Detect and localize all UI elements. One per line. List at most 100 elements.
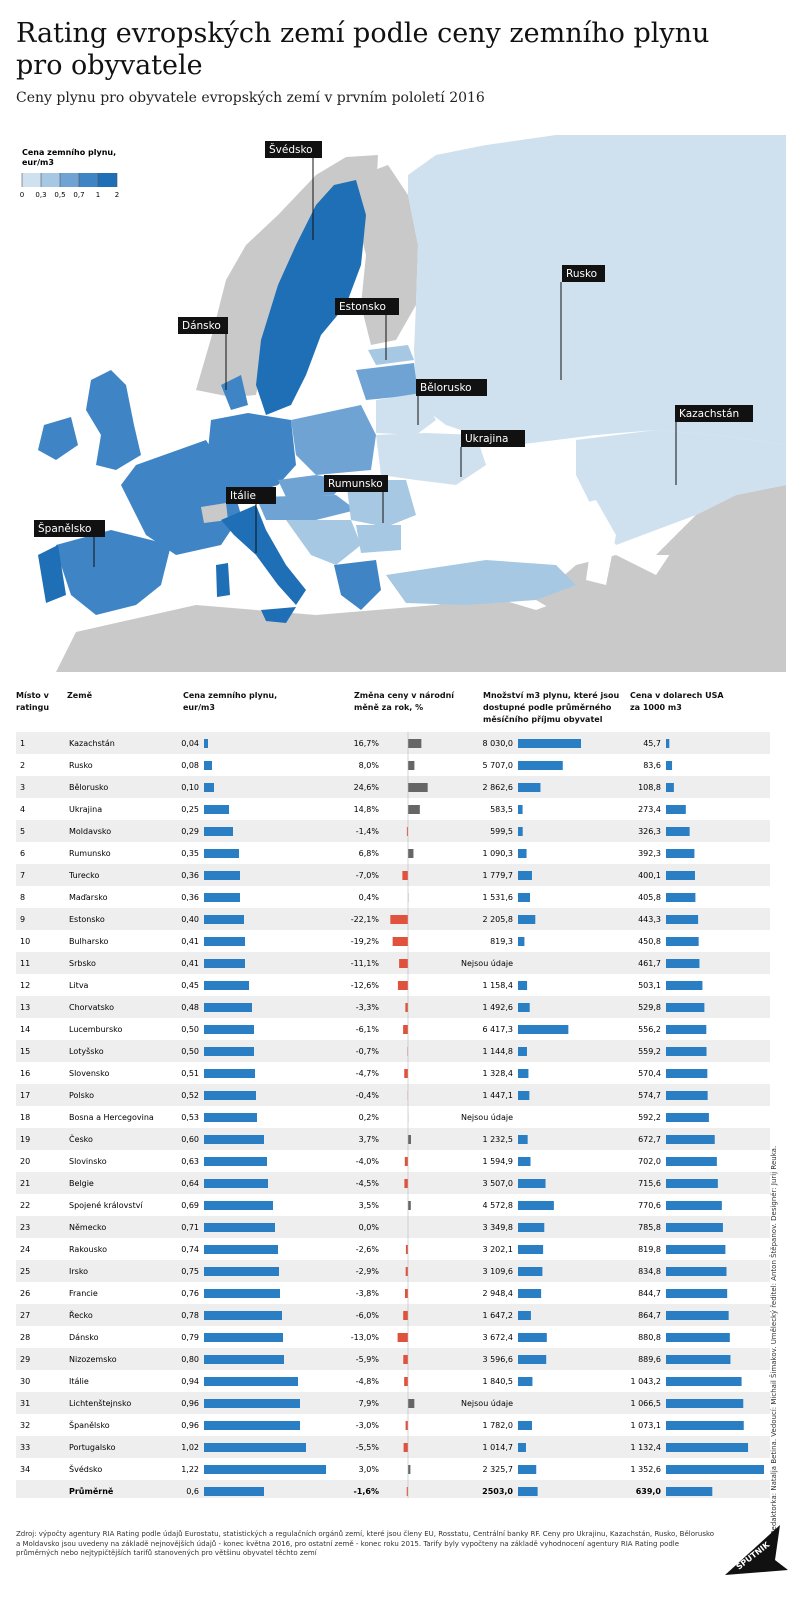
volume-label: 1 328,4: [482, 1069, 513, 1078]
usd-label: 326,3: [638, 827, 661, 836]
map-label-box: [265, 141, 322, 158]
table-row: 12 Litva 0,45 -12,6% 1 158,4 503,1: [20, 981, 703, 990]
change-label: -7,0%: [356, 871, 380, 880]
price-label: 0,48: [181, 1003, 199, 1012]
change-bar: [408, 1135, 411, 1144]
price-bar: [204, 1443, 306, 1452]
volume-bar: [518, 937, 525, 946]
row-stripe: [16, 776, 770, 798]
country-cell: Srbsko: [69, 959, 96, 968]
rank-cell: 1: [20, 739, 25, 748]
price-label: 0,71: [181, 1223, 199, 1232]
change-label: -6,1%: [356, 1025, 380, 1034]
volume-bar: [518, 1267, 543, 1276]
country-cell: Spojené království: [69, 1200, 143, 1210]
volume-bar: [518, 1179, 546, 1188]
rank-cell: 30: [20, 1377, 30, 1386]
country-cell: Slovensko: [69, 1069, 109, 1078]
volume-label: 3 109,6: [482, 1267, 513, 1276]
volume-bar: [518, 1157, 531, 1166]
volume-label: 819,3: [490, 937, 513, 946]
change-label: 7,9%: [359, 1399, 380, 1408]
map-label-box: [324, 475, 388, 492]
country-cell: Ukrajina: [69, 805, 102, 814]
row-stripe: [16, 1304, 770, 1326]
usd-label: 273,4: [638, 805, 661, 814]
usd-label: 559,2: [638, 1047, 661, 1056]
price-label: 0,10: [181, 783, 199, 792]
country-cell: Švédsko: [69, 1463, 102, 1474]
usd-label: 592,2: [638, 1113, 661, 1122]
row-stripe: [16, 1084, 770, 1106]
legend-swatch: [60, 173, 79, 187]
price-bar: [204, 1091, 256, 1100]
sardinia-region: [216, 563, 230, 597]
volume-bar: [518, 783, 541, 792]
map-label-box: [461, 430, 525, 447]
volume-label: 3 202,1: [482, 1245, 513, 1254]
usd-label: 1 073,1: [630, 1421, 661, 1430]
price-bar: [204, 959, 245, 968]
change-bar: [406, 1487, 408, 1496]
usd-label: 639,0: [636, 1487, 662, 1496]
legend-swatch: [41, 173, 60, 187]
usd-bar: [666, 1289, 728, 1298]
price-label: 1,22: [181, 1465, 199, 1474]
price-bar: [204, 937, 245, 946]
price-label: 0,64: [181, 1179, 199, 1188]
country-cell: Estonsko: [69, 915, 105, 924]
table-row: 20 Slovinsko 0,63 -4,0% 1 594,9 702,0: [20, 1157, 717, 1166]
usd-bar: [666, 849, 695, 858]
change-bar: [403, 1311, 408, 1320]
price-label: 0,79: [181, 1333, 199, 1342]
change-label: -0,7%: [356, 1047, 380, 1056]
price-bar: [204, 1025, 254, 1034]
table-row: 25 Irsko 0,75 -2,9% 3 109,6 834,8: [16, 1260, 770, 1282]
usd-label: 889,6: [638, 1355, 661, 1364]
change-label: -2,9%: [356, 1267, 380, 1276]
map-label: Kazachstán: [679, 408, 739, 420]
black-sea: [416, 510, 536, 560]
usd-label: 556,2: [638, 1025, 661, 1034]
table-row: 15 Lotyšsko 0,50 -0,7% 1 144,8 559,2: [16, 1040, 770, 1062]
volume-label: 6 417,3: [482, 1025, 513, 1034]
price-bar: [204, 1135, 264, 1144]
country-cell: Kazachstán: [69, 739, 115, 748]
change-label: 6,8%: [359, 849, 380, 858]
usd-bar: [666, 1399, 744, 1408]
usd-bar: [666, 1223, 723, 1232]
country-cell: Turecko: [68, 871, 100, 880]
change-bar: [405, 1245, 408, 1254]
rank-cell: 31: [20, 1399, 30, 1408]
legend-tick-label: 0,5: [54, 191, 65, 199]
price-bar: [204, 805, 229, 814]
volume-label: 1 014,7: [482, 1443, 513, 1452]
change-bar: [404, 1069, 408, 1078]
change-bar: [397, 1333, 408, 1342]
usd-bar: [666, 1135, 715, 1144]
price-label: 0,75: [181, 1267, 199, 1276]
change-bar: [404, 1289, 408, 1298]
change-bar: [397, 981, 408, 990]
volume-label: 2 325,7: [482, 1465, 513, 1474]
estonia-region: [368, 345, 414, 365]
usd-bar: [666, 959, 700, 968]
volume-bar: [518, 1245, 544, 1254]
rank-cell: 12: [20, 981, 30, 990]
price-bar: [204, 981, 249, 990]
price-label: 0,50: [181, 1025, 199, 1034]
volume-bar: [518, 915, 536, 924]
usd-label: 83,6: [643, 761, 661, 770]
change-bar: [408, 805, 420, 814]
rank-cell: 32: [20, 1421, 30, 1430]
table-row: 19 Česko 0,60 3,7% 1 232,5 672,7: [16, 1128, 770, 1150]
change-label: -12,6%: [351, 981, 380, 990]
header-rank: Místo v ratingu: [16, 691, 50, 712]
usd-label: 108,8: [638, 783, 661, 792]
row-stripe: [16, 864, 770, 886]
usd-label: 834,8: [638, 1267, 661, 1276]
change-bar: [403, 1443, 408, 1452]
row-stripe: [16, 1128, 770, 1150]
price-bar: [204, 1179, 268, 1188]
usd-bar: [666, 1267, 727, 1276]
